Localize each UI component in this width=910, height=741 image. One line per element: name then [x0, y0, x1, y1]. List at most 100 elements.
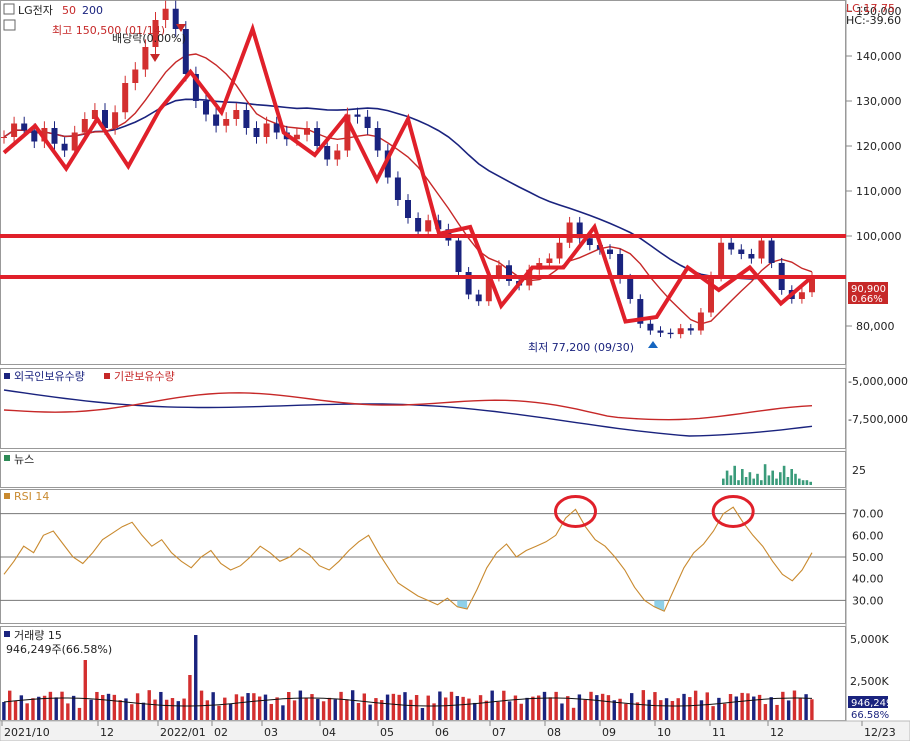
- volume-bar: [211, 692, 215, 720]
- volume-bar: [321, 701, 326, 720]
- holdings-series-layer: [3, 389, 813, 437]
- news-bar: [748, 472, 752, 485]
- volume-bar: [205, 700, 210, 720]
- candle-body: [334, 150, 341, 160]
- volume-bar: [304, 697, 308, 720]
- candle-body: [1, 137, 7, 138]
- volume-bar: [664, 698, 669, 720]
- volume-bar: [281, 705, 285, 720]
- volume-subtitle: 946,249주(66.58%): [6, 643, 112, 656]
- candle-body: [748, 254, 755, 259]
- volume-bar: [292, 700, 297, 720]
- ma-long-label: 200: [82, 4, 103, 17]
- candle-body: [122, 83, 129, 113]
- volume-legend-swatch: [4, 631, 10, 637]
- last-price-value: 90,900: [851, 284, 886, 295]
- news-panel: [0, 451, 846, 488]
- volume-bar: [595, 695, 599, 720]
- candle-body: [384, 150, 391, 178]
- volume-bar: [740, 692, 744, 720]
- volume-bar: [327, 697, 332, 720]
- volume-bar: [490, 690, 494, 720]
- candle-body: [798, 292, 805, 299]
- volume-bar: [775, 704, 779, 720]
- news-tick-label: 25: [852, 464, 866, 477]
- news-bar: [729, 475, 733, 485]
- x-tick-label-2: 2022/01: [160, 726, 206, 739]
- volume-bar: [164, 699, 169, 720]
- candle-body: [768, 240, 775, 263]
- volume-bar: [19, 695, 24, 720]
- rsi-title: RSI 14: [14, 490, 49, 503]
- candle-body: [203, 101, 209, 115]
- candle-body: [61, 143, 68, 151]
- candle-body: [324, 146, 331, 160]
- price-tick-label-4: 110,000: [856, 185, 902, 198]
- volume-bar: [25, 703, 29, 720]
- volume-bar: [130, 704, 134, 720]
- rsi-line: [3, 506, 813, 612]
- volume-bar: [159, 691, 163, 720]
- rsi-tick-label-0: 70.00: [852, 508, 884, 521]
- news-title: 뉴스: [14, 453, 34, 466]
- volume-bar: [2, 702, 6, 720]
- candle-body: [11, 123, 18, 137]
- candle-body: [223, 119, 230, 126]
- news-bar: [767, 475, 771, 485]
- last-price-tag: [848, 282, 888, 304]
- volume-bar: [77, 707, 82, 720]
- volume-bar: [60, 691, 64, 720]
- price-tick-label-1: 140,000: [856, 50, 902, 63]
- volume-bar: [147, 690, 151, 720]
- rsi-series-layer: [0, 495, 846, 612]
- dividend-arrow-icon: [176, 24, 186, 32]
- chart-menu-icon[interactable]: [3, 3, 15, 15]
- volume-bar: [600, 693, 605, 720]
- volume-bar: [513, 695, 518, 720]
- volume-average-line: [3, 697, 813, 707]
- volume-bar: [135, 693, 140, 720]
- volume-bar: [705, 692, 709, 720]
- candle-body: [586, 238, 593, 245]
- ma-short-label: 50: [62, 4, 76, 17]
- volume-bar: [734, 696, 739, 720]
- price-tick-label-6: 80,000: [856, 320, 895, 333]
- rsi-tick-label-4: 30.00: [852, 594, 884, 607]
- candle-body: [425, 220, 432, 232]
- candle-body: [697, 312, 704, 331]
- candle-body: [465, 272, 472, 295]
- news-bar: [741, 469, 744, 485]
- grid-icon[interactable]: [3, 19, 16, 31]
- volume-bar: [124, 698, 128, 720]
- volume-last-value: 946,249: [851, 698, 892, 709]
- candle-body: [667, 332, 674, 335]
- volume-bar: [571, 707, 576, 720]
- volume-bar: [688, 697, 692, 720]
- volume-bar: [798, 697, 802, 720]
- candle-body: [617, 254, 624, 279]
- volume-bar: [403, 692, 407, 720]
- volume-bar: [66, 703, 70, 720]
- volume-last-pct: 66.58%: [851, 710, 889, 721]
- candle-body: [374, 128, 381, 151]
- high-arrow-icon: [150, 54, 160, 62]
- volume-bar: [583, 699, 587, 720]
- volume-bar: [473, 702, 477, 720]
- volume-bar: [484, 700, 489, 720]
- rsi-peak-circle-0: [554, 495, 598, 528]
- volume-bar: [589, 691, 593, 720]
- symbol-label: LG전자: [18, 4, 53, 17]
- volume-bar: [467, 698, 471, 720]
- rsi-peak-circle-1: [711, 495, 755, 528]
- news-bar: [763, 464, 767, 485]
- volume-bar: [176, 701, 180, 720]
- volume-bar: [507, 701, 512, 720]
- volume-bar: [763, 704, 768, 720]
- news-bar: [798, 478, 801, 485]
- candle-body: [152, 20, 159, 47]
- candle-body: [718, 242, 725, 277]
- volume-bar: [769, 697, 773, 720]
- volume-bar: [432, 703, 436, 720]
- volume-bar: [792, 690, 797, 720]
